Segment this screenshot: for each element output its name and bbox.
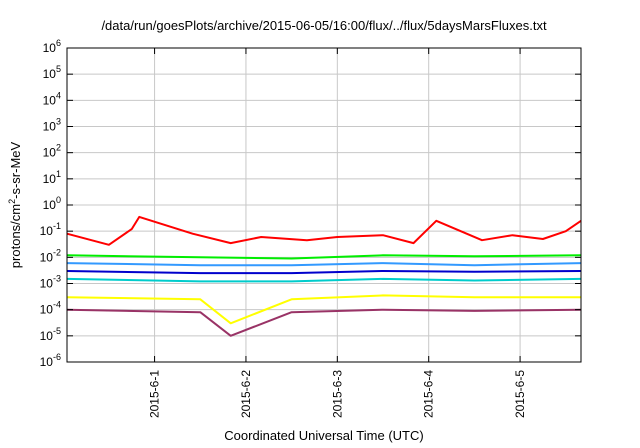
- x-tick-label: 2015-6-3: [330, 370, 344, 418]
- y-tick-label: 104: [43, 90, 61, 107]
- series-line-2: [66, 254, 582, 260]
- x-axis: 2015-6-1 2015-6-2 2015-6-3 2015-6-4 2015-6-5: [148, 48, 527, 418]
- y-tick-label: 10-2: [40, 247, 61, 264]
- y-tick-label: 101: [43, 169, 61, 186]
- series-line-5: [66, 277, 582, 283]
- series-line-1: [66, 215, 582, 246]
- y-tick-label: 103: [43, 117, 61, 134]
- y-tick-label: 105: [43, 64, 61, 81]
- y-tick-label: 10-4: [40, 300, 61, 317]
- y-tick-label: 10-5: [40, 326, 61, 343]
- y-axis-label: protons/cm2-s-sr-MeV: [7, 141, 23, 268]
- y-tick-label: 100: [43, 195, 61, 212]
- x-tick-label: 2015-6-5: [513, 370, 527, 418]
- y-axis: 10-6 10-5 10-4 10-3 10-2 10-1 100 101 102 103 104 1…: [40, 38, 581, 369]
- y-tick-label: 10-1: [40, 221, 61, 238]
- y-tick-label: 102: [43, 143, 61, 160]
- y-axis-label-main: protons/cm: [8, 204, 23, 268]
- y-tick-label: 10-3: [40, 274, 61, 291]
- series-lines: [66, 215, 582, 337]
- x-axis-label: Coordinated Universal Time (UTC): [224, 428, 423, 443]
- chart-title: /data/run/goesPlots/archive/2015-06-05/1…: [101, 18, 547, 33]
- series-line-4: [66, 270, 582, 275]
- x-tick-label: 2015-6-4: [422, 370, 436, 418]
- y-axis-label-sup: 2: [7, 199, 17, 204]
- grid: [67, 48, 581, 362]
- y-tick-label: 106: [43, 38, 61, 55]
- x-tick-label: 2015-6-2: [239, 370, 253, 418]
- y-axis-label-rest: -s-sr-MeV: [8, 141, 23, 198]
- series-line-7: [66, 308, 582, 337]
- series-line-3: [66, 262, 582, 267]
- series-line-6: [66, 294, 581, 325]
- y-tick-label: 10-6: [40, 352, 61, 369]
- x-tick-label: 2015-6-1: [148, 370, 162, 418]
